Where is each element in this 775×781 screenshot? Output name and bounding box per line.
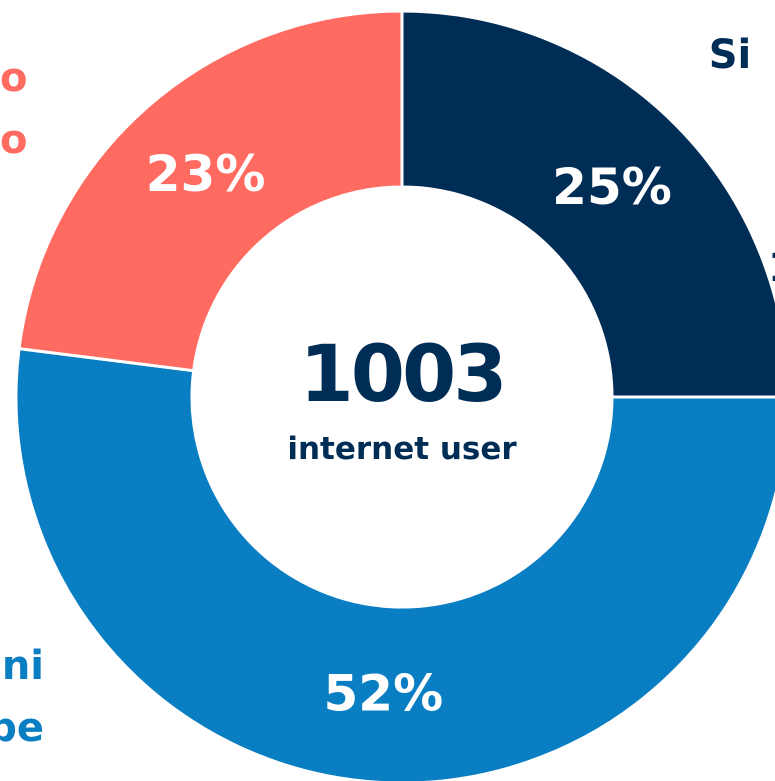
value-label: 23%	[146, 145, 266, 203]
cropped-legend-label: o	[0, 55, 27, 101]
center-label: internet user	[287, 431, 517, 467]
cropped-legend-label: pe	[0, 705, 44, 751]
donut-segment	[400, 9, 775, 399]
donut-segment	[17, 9, 404, 373]
cropped-legend-label: 1	[768, 245, 775, 291]
cropped-legend-label: ni	[2, 643, 44, 689]
value-label: 25%	[552, 158, 672, 216]
donut-segment	[14, 346, 775, 781]
cropped-legend-label: o	[0, 117, 27, 163]
cropped-legend-label: Si	[709, 32, 752, 78]
value-label: 52%	[324, 664, 444, 722]
center-total: 1003	[299, 330, 504, 420]
